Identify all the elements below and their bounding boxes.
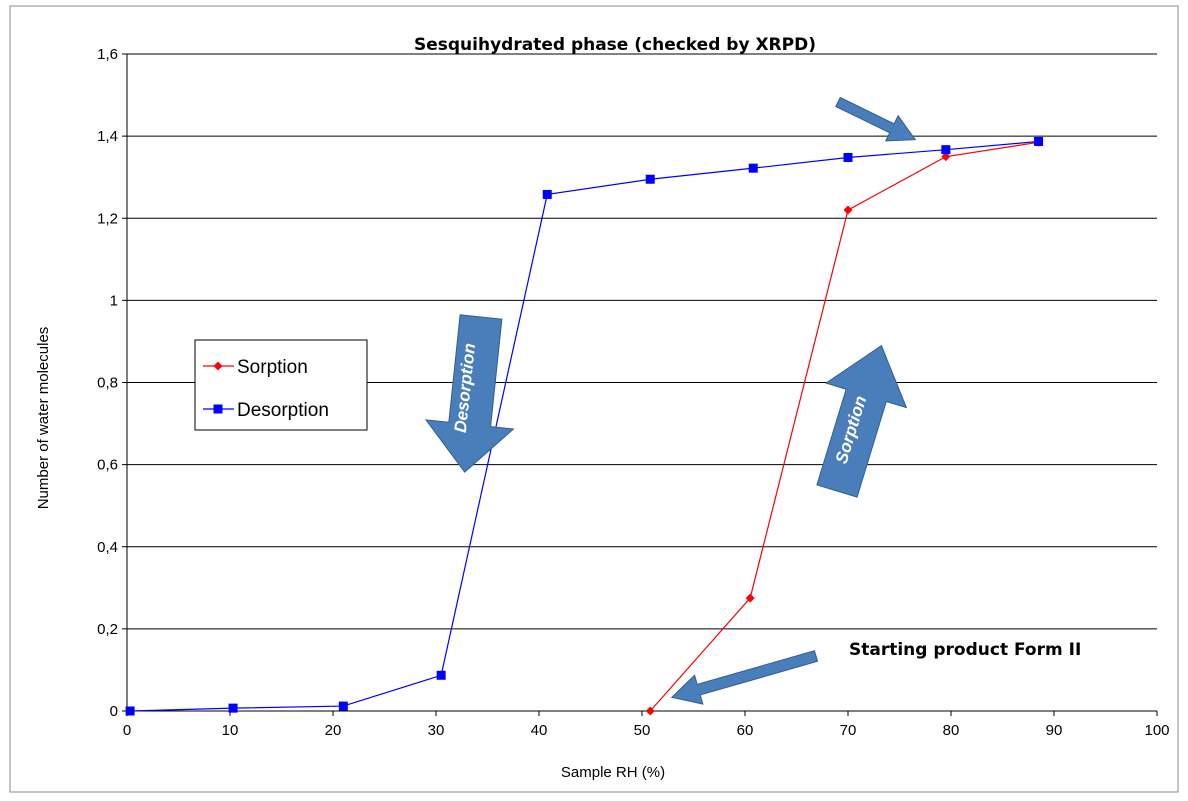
chart-frame (9, 5, 1179, 793)
x-tick-label: 20 (325, 722, 342, 739)
y-tick-label: 0 (110, 703, 118, 720)
sorption-arrow (816, 344, 908, 498)
x-tick-label: 70 (840, 722, 857, 739)
x-tick-label: 0 (123, 722, 131, 739)
legend-label-sorption: Sorption (237, 357, 308, 378)
annotations: Sesquihydrated phase (checked by XRPD) S… (414, 35, 1081, 660)
axes: 0 0,2 0,4 0,6 0,8 1 1,2 1,4 1,6 0 10 20 30 40 50 60 70 80… (9, 5, 1179, 793)
data-point-desorption (228, 703, 238, 713)
y-axis-title: Number of water molecules (35, 327, 52, 510)
y-tick-label: 0,8 (97, 375, 118, 392)
data-point-desorption (542, 189, 552, 199)
data-point-desorption (125, 706, 135, 716)
x-tick-label: 10 (222, 722, 239, 739)
x-tick-label: 60 (737, 722, 754, 739)
x-tick-label: 50 (634, 722, 651, 739)
data-point-desorption (436, 670, 446, 680)
y-tick-label: 1,6 (97, 46, 118, 63)
y-tick-label: 1 (110, 292, 118, 309)
annotation-starting-product: Starting product Form II (849, 640, 1081, 660)
y-tick-label: 1,4 (97, 128, 118, 145)
y-tick-label: 0,6 (97, 457, 118, 474)
legend-label-desorption: Desorption (237, 400, 329, 421)
series-line-desorption (130, 140, 1039, 712)
data-point-desorption (645, 174, 655, 184)
y-tick-label: 1,2 (97, 210, 118, 227)
data-point-desorption (941, 145, 951, 155)
x-tick-label: 90 (1046, 722, 1063, 739)
series (125, 136, 1044, 716)
legend-marker-desorption (213, 404, 223, 414)
legend-box (194, 339, 368, 431)
y-tick-label: 0,4 (97, 539, 118, 556)
legend-marker-sorption (213, 361, 223, 371)
y-tick-label: 0,2 (97, 621, 118, 638)
data-point-sorption (645, 706, 655, 716)
legend: Sorption Desorption (194, 339, 368, 431)
annotation-sesquihydrate: Sesquihydrated phase (checked by XRPD) (414, 35, 816, 55)
x-tick-label: 40 (531, 722, 548, 739)
data-point-sorption (745, 593, 755, 603)
data-point-sorption (843, 205, 853, 215)
x-tick-label: 100 (1144, 722, 1169, 739)
x-axis-title: Sample RH (%) (561, 764, 665, 781)
arrow-to-sesquihydrate (835, 96, 917, 142)
x-tick-label: 80 (943, 722, 960, 739)
data-point-desorption (843, 152, 853, 162)
data-point-desorption (748, 163, 758, 173)
annotation-arrows (424, 96, 917, 705)
desorption-arrow (424, 314, 515, 473)
data-point-sorption (941, 152, 951, 162)
data-point-desorption (1034, 136, 1044, 146)
x-tick-label: 30 (428, 722, 445, 739)
arrow-to-starting-product (670, 650, 819, 705)
data-point-desorption (338, 701, 348, 711)
